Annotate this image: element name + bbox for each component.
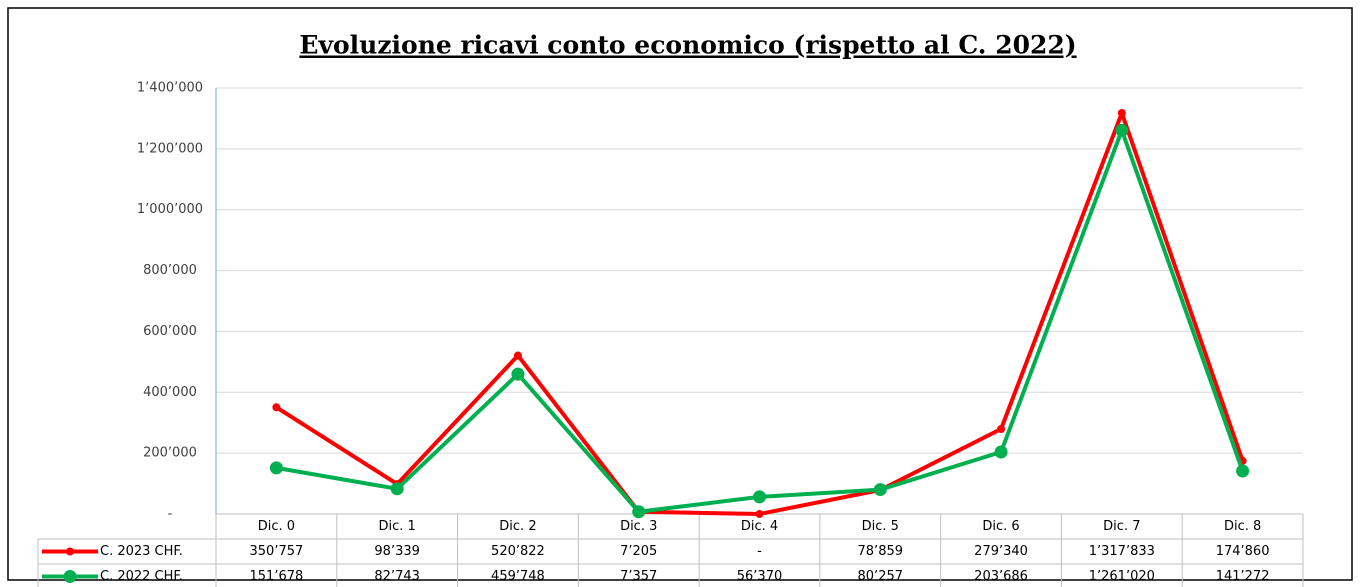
legend-marker	[63, 570, 77, 583]
data-label: 520’822	[491, 544, 545, 559]
y-tick-label: 200’000	[143, 446, 197, 461]
data-label: -	[757, 544, 762, 559]
data-label: 1’261’020	[1089, 569, 1155, 584]
data-label: 279’340	[974, 544, 1028, 559]
data-label: 82’743	[374, 569, 420, 584]
data-label: 350’757	[250, 544, 304, 559]
data-label: 7’357	[620, 569, 657, 584]
data-label: 1’317’833	[1089, 544, 1155, 559]
data-label: 78’859	[858, 544, 904, 559]
data-point	[753, 490, 766, 504]
y-tick-label: 400’000	[143, 385, 197, 400]
x-tick-label: Dic. 0	[258, 519, 295, 534]
y-tick-label: 600’000	[143, 324, 197, 339]
y-tick-label: 1’400’000	[137, 81, 203, 96]
legend-label: C. 2022 CHF.	[100, 569, 183, 584]
x-tick-label: Dic. 4	[741, 519, 778, 534]
data-point	[513, 351, 522, 360]
data-point	[997, 425, 1006, 434]
y-tick-label: 800’000	[143, 263, 197, 278]
y-tick-label: 1’000’000	[137, 202, 203, 217]
data-label: 56’370	[737, 569, 783, 584]
chart-border	[7, 7, 1353, 581]
data-point	[1236, 464, 1250, 478]
chart-title: Evoluzione ricavi conto economico (rispe…	[299, 31, 1076, 60]
data-point	[755, 510, 764, 518]
x-tick-label: Dic. 5	[862, 519, 899, 534]
data-point	[873, 483, 887, 497]
x-tick-label: Dic. 2	[499, 519, 536, 534]
data-point	[390, 482, 404, 496]
data-label: 7’205	[620, 544, 657, 559]
legend-marker	[66, 547, 74, 556]
data-point	[994, 445, 1008, 459]
x-tick-label: Dic. 7	[1103, 519, 1140, 534]
data-label: 98’339	[374, 544, 420, 559]
data-label: 174’860	[1216, 544, 1270, 559]
y-tick-label: -	[168, 507, 173, 522]
data-point	[1117, 109, 1126, 118]
data-label: 151’678	[250, 569, 304, 584]
x-tick-label: Dic. 8	[1224, 519, 1261, 534]
data-label: 459’748	[491, 569, 545, 584]
data-point	[511, 367, 525, 381]
legend-label: C. 2023 CHF.	[100, 544, 183, 559]
data-label: 80’257	[858, 569, 904, 584]
x-tick-label: Dic. 6	[982, 519, 1019, 534]
data-label: 141’272	[1216, 569, 1270, 584]
y-tick-label: 1’200’000	[137, 141, 203, 156]
data-point	[1115, 123, 1129, 137]
data-point	[632, 505, 646, 519]
data-point	[272, 403, 281, 412]
data-label: 203’686	[974, 569, 1028, 584]
x-tick-label: Dic. 1	[379, 519, 416, 534]
x-tick-label: Dic. 3	[620, 519, 657, 534]
data-point	[269, 461, 283, 475]
